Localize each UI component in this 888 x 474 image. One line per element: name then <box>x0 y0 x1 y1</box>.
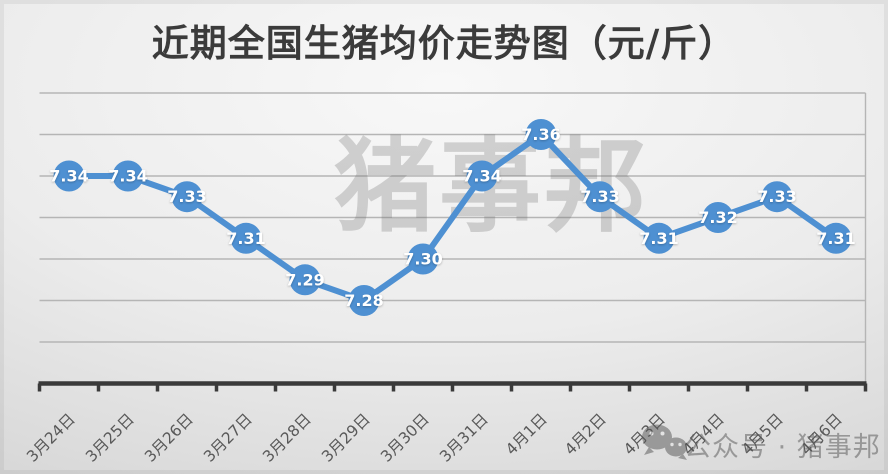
x-axis-label: 3月24日 <box>23 410 79 466</box>
data-point-label: 7.28 <box>344 291 383 310</box>
data-point-marker <box>643 222 675 254</box>
x-axis-label: 3月31日 <box>436 410 492 466</box>
data-point-label: 7.31 <box>639 229 678 248</box>
data-point-marker <box>230 222 262 254</box>
bottom-watermark: 公众号 · 猪事邦 <box>642 424 881 463</box>
data-point-label: 7.36 <box>521 125 560 144</box>
data-point-label: 7.33 <box>580 187 619 206</box>
data-point-marker <box>348 285 380 316</box>
data-point-label: 7.34 <box>108 167 147 186</box>
wechat-icon <box>665 437 687 457</box>
data-point-marker <box>702 202 734 233</box>
data-point-label: 7.33 <box>757 187 796 206</box>
x-axis-label: 4月2日 <box>561 410 610 459</box>
chart-title: 近期全国生猪均价走势图（元/斤） <box>151 21 737 65</box>
wechat-icon <box>670 442 674 447</box>
data-point-label: 7.33 <box>167 187 206 206</box>
x-axis-label: 3月30日 <box>377 410 433 466</box>
data-point-marker <box>171 181 203 213</box>
data-point-marker <box>112 160 144 192</box>
data-point-marker <box>289 264 321 296</box>
x-axis-label: 4月1日 <box>502 410 551 459</box>
data-point-marker <box>466 160 498 192</box>
bottom-watermark-text: 公众号 · 猪事邦 <box>684 432 881 463</box>
data-point-marker <box>820 222 852 254</box>
x-axis-label: 3月26日 <box>141 410 197 466</box>
wechat-icon <box>649 431 654 436</box>
x-axis-label: 3月28日 <box>259 410 315 466</box>
data-point-marker <box>761 181 793 213</box>
data-point-label: 7.30 <box>403 250 442 269</box>
data-point-marker <box>53 160 85 192</box>
data-point-marker <box>584 181 616 213</box>
wechat-icon <box>678 442 682 447</box>
x-axis-label: 3月27日 <box>200 410 256 466</box>
data-point-label: 7.31 <box>816 229 855 248</box>
data-point-marker <box>407 243 439 275</box>
wechat-icon <box>642 424 672 450</box>
data-point-label: 7.29 <box>285 270 324 289</box>
data-point-label: 7.31 <box>226 229 265 248</box>
data-point-label: 7.34 <box>49 167 88 186</box>
wechat-icon <box>678 454 687 460</box>
data-point-label: 7.34 <box>462 167 501 186</box>
x-axis-label: 3月25日 <box>82 410 138 466</box>
data-point-marker <box>525 119 557 150</box>
wechat-icon <box>660 431 665 436</box>
wechat-icon <box>644 447 654 455</box>
x-axis-label: 3月29日 <box>318 410 374 466</box>
data-point-label: 7.32 <box>698 208 737 227</box>
